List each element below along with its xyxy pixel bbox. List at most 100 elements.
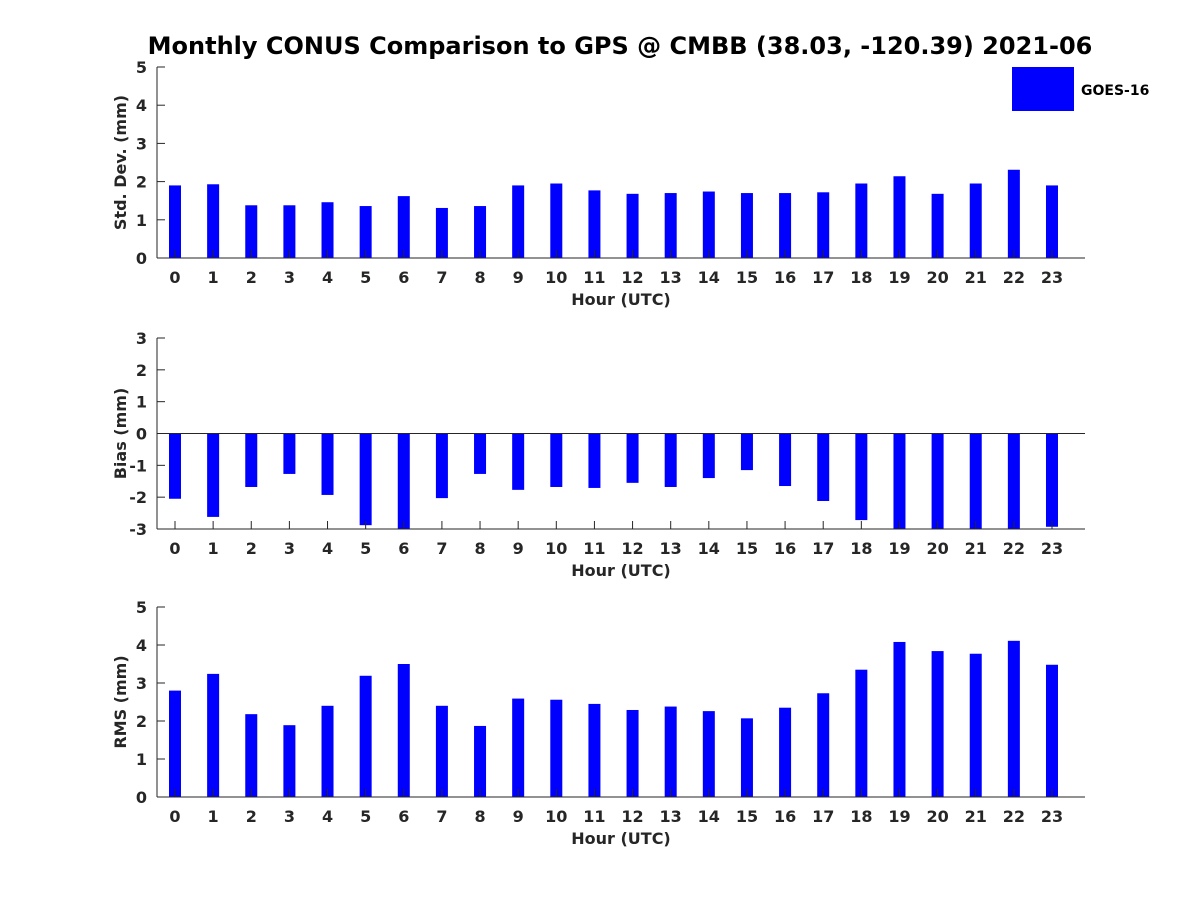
bar-std-dev-18 xyxy=(855,183,868,258)
xtick-label: 10 xyxy=(545,268,567,287)
bar-bias-0 xyxy=(169,433,181,499)
ylabel-rms: RMS (mm) xyxy=(111,655,130,748)
bar-rms-2 xyxy=(245,714,258,797)
xlabel-rms: Hour (UTC) xyxy=(571,829,671,848)
bar-std-dev-13 xyxy=(664,193,677,258)
bar-rms-23 xyxy=(1045,664,1058,797)
xtick-label: 9 xyxy=(513,268,524,287)
xtick-label: 1 xyxy=(208,268,219,287)
xtick-label: 13 xyxy=(660,539,682,558)
xtick-label: 0 xyxy=(169,539,180,558)
xtick-label: 22 xyxy=(1003,539,1025,558)
xtick-label: 22 xyxy=(1003,807,1025,826)
chart-title: Monthly CONUS Comparison to GPS @ CMBB (… xyxy=(148,32,1093,60)
bar-std-dev-21 xyxy=(969,183,982,258)
bar-bias-6 xyxy=(397,433,410,529)
bar-bias-20 xyxy=(931,433,944,529)
bar-rms-18 xyxy=(855,669,868,797)
bar-bias-2 xyxy=(245,433,258,487)
xtick-label: 20 xyxy=(926,268,948,287)
xtick-label: 14 xyxy=(698,539,720,558)
legend: GOES-16 xyxy=(1012,67,1149,111)
bar-rms-14 xyxy=(702,711,715,797)
xtick-label: 8 xyxy=(474,807,485,826)
ylabel-bias: Bias (mm) xyxy=(111,388,130,480)
ytick-label: 2 xyxy=(136,173,147,192)
bar-bias-11 xyxy=(588,433,601,488)
bar-rms-3 xyxy=(283,725,296,797)
bar-rms-0 xyxy=(169,690,181,797)
ytick-label: 3 xyxy=(136,329,147,348)
bar-std-dev-19 xyxy=(893,176,906,258)
xtick-label: 10 xyxy=(545,539,567,558)
xtick-label: 0 xyxy=(169,807,180,826)
xtick-label: 9 xyxy=(513,539,524,558)
xtick-label: 23 xyxy=(1041,268,1063,287)
xlabel-std-dev: Hour (UTC) xyxy=(571,290,671,309)
xtick-label: 8 xyxy=(474,539,485,558)
xtick-label: 19 xyxy=(888,807,910,826)
ylabel-std-dev: Std. Dev. (mm) xyxy=(111,95,130,230)
bar-bias-22 xyxy=(1007,433,1020,529)
xtick-label: 12 xyxy=(621,807,643,826)
bar-std-dev-12 xyxy=(626,193,639,258)
bar-bias-4 xyxy=(321,433,334,495)
bar-bias-23 xyxy=(1045,433,1058,527)
xtick-label: 14 xyxy=(698,807,720,826)
xtick-label: 11 xyxy=(583,807,605,826)
xtick-label: 5 xyxy=(360,539,371,558)
bar-std-dev-17 xyxy=(817,192,830,258)
bar-bias-3 xyxy=(283,433,296,474)
bar-rms-22 xyxy=(1007,640,1020,797)
xtick-label: 21 xyxy=(965,268,987,287)
bar-bias-17 xyxy=(817,433,830,501)
xtick-label: 19 xyxy=(888,268,910,287)
bar-rms-1 xyxy=(207,673,220,797)
legend-swatch xyxy=(1012,67,1074,111)
bar-rms-7 xyxy=(435,705,448,797)
xtick-label: 6 xyxy=(398,539,409,558)
xtick-label: 7 xyxy=(436,268,447,287)
xtick-label: 14 xyxy=(698,268,720,287)
xtick-label: 16 xyxy=(774,539,796,558)
bar-rms-9 xyxy=(512,698,525,797)
bar-std-dev-10 xyxy=(550,183,563,258)
xtick-label: 1 xyxy=(208,539,219,558)
ytick-label: 1 xyxy=(136,393,147,412)
bar-rms-16 xyxy=(779,707,792,797)
bar-bias-1 xyxy=(207,433,220,517)
ytick-label: 0 xyxy=(136,249,147,268)
ytick-label: 4 xyxy=(136,636,147,655)
xtick-label: 8 xyxy=(474,268,485,287)
bar-bias-21 xyxy=(969,433,982,529)
bar-std-dev-11 xyxy=(588,190,601,258)
bar-std-dev-1 xyxy=(207,184,220,258)
xtick-label: 17 xyxy=(812,539,834,558)
bar-bias-13 xyxy=(664,433,677,487)
xlabel-bias: Hour (UTC) xyxy=(571,561,671,580)
ytick-label: 2 xyxy=(136,712,147,731)
bar-rms-13 xyxy=(664,706,677,797)
xtick-label: 6 xyxy=(398,268,409,287)
ytick-label: 0 xyxy=(136,425,147,444)
xtick-label: 12 xyxy=(621,539,643,558)
bar-std-dev-0 xyxy=(169,185,181,258)
xtick-label: 18 xyxy=(850,807,872,826)
bar-rms-19 xyxy=(893,641,906,797)
ytick-label: 4 xyxy=(136,96,147,115)
xtick-label: 5 xyxy=(360,268,371,287)
ytick-label: -1 xyxy=(129,456,147,475)
xtick-label: 13 xyxy=(660,807,682,826)
bar-std-dev-7 xyxy=(435,207,448,258)
bar-rms-21 xyxy=(969,653,982,797)
xtick-label: 3 xyxy=(284,268,295,287)
bar-std-dev-6 xyxy=(397,196,410,258)
ytick-label: 5 xyxy=(136,598,147,617)
xtick-label: 11 xyxy=(583,539,605,558)
xtick-label: 3 xyxy=(284,807,295,826)
bar-bias-8 xyxy=(474,433,487,474)
xtick-label: 18 xyxy=(850,268,872,287)
bar-std-dev-14 xyxy=(702,191,715,258)
ytick-label: 5 xyxy=(136,58,147,77)
